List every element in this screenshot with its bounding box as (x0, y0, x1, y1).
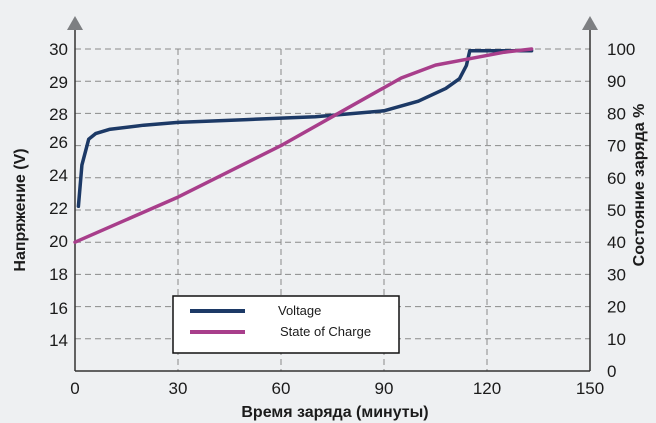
y2-tick-label: 0 (607, 362, 616, 381)
y2-tick-label: 100 (607, 40, 635, 59)
y2-tick-label: 60 (607, 169, 626, 188)
series-lines (73, 47, 534, 244)
x-tick-label: 150 (576, 379, 604, 398)
x-tick-label: 60 (272, 379, 291, 398)
legend-label-voltage: Voltage (278, 303, 321, 318)
x-tick-label: 30 (169, 379, 188, 398)
y2-axis-arrow (582, 16, 598, 30)
legend-box (172, 295, 400, 354)
y-axis-label: Напряжение (V) (12, 148, 29, 271)
x-tick-label: 120 (473, 379, 501, 398)
y-tick-label: 26 (49, 133, 68, 152)
x-tick-label: 90 (375, 379, 394, 398)
tick-labels: 0 30 60 90 120 150 14 16 18 20 22 24 26 28 29 30 0 10 20 30… (49, 40, 635, 398)
y-tick-label: 24 (49, 166, 68, 185)
y-tick-label: 29 (49, 73, 68, 92)
series-line-voltage (76, 48, 534, 209)
y2-axis-label: Состояние заряда % (631, 104, 648, 267)
grid-lines (75, 48, 590, 371)
y2-tick-label: 40 (607, 233, 626, 252)
y-axis-arrow (67, 16, 83, 30)
y2-tick-label: 90 (607, 72, 626, 91)
y-tick-label: 14 (49, 331, 68, 350)
y2-tick-label: 30 (607, 265, 626, 284)
y2-tick-label: 50 (607, 201, 626, 220)
y-tick-label: 18 (49, 265, 68, 284)
y-tick-label: 28 (49, 105, 68, 124)
y2-tick-label: 70 (607, 137, 626, 156)
y2-tick-label: 10 (607, 330, 626, 349)
legend-label-soc: State of Charge (280, 324, 371, 339)
axes (67, 16, 598, 372)
y-tick-label: 22 (49, 199, 68, 218)
y-tick-label: 30 (49, 40, 68, 59)
legend: Voltage State of Charge (172, 295, 400, 354)
y-tick-label: 20 (49, 232, 68, 251)
y2-tick-label: 20 (607, 298, 626, 317)
x-tick-label: 0 (70, 379, 79, 398)
series-line-state-of-charge (73, 47, 534, 244)
y2-tick-label: 80 (607, 104, 626, 123)
y-tick-label: 16 (49, 299, 68, 318)
x-axis-label: Время заряда (минуты) (241, 404, 428, 421)
